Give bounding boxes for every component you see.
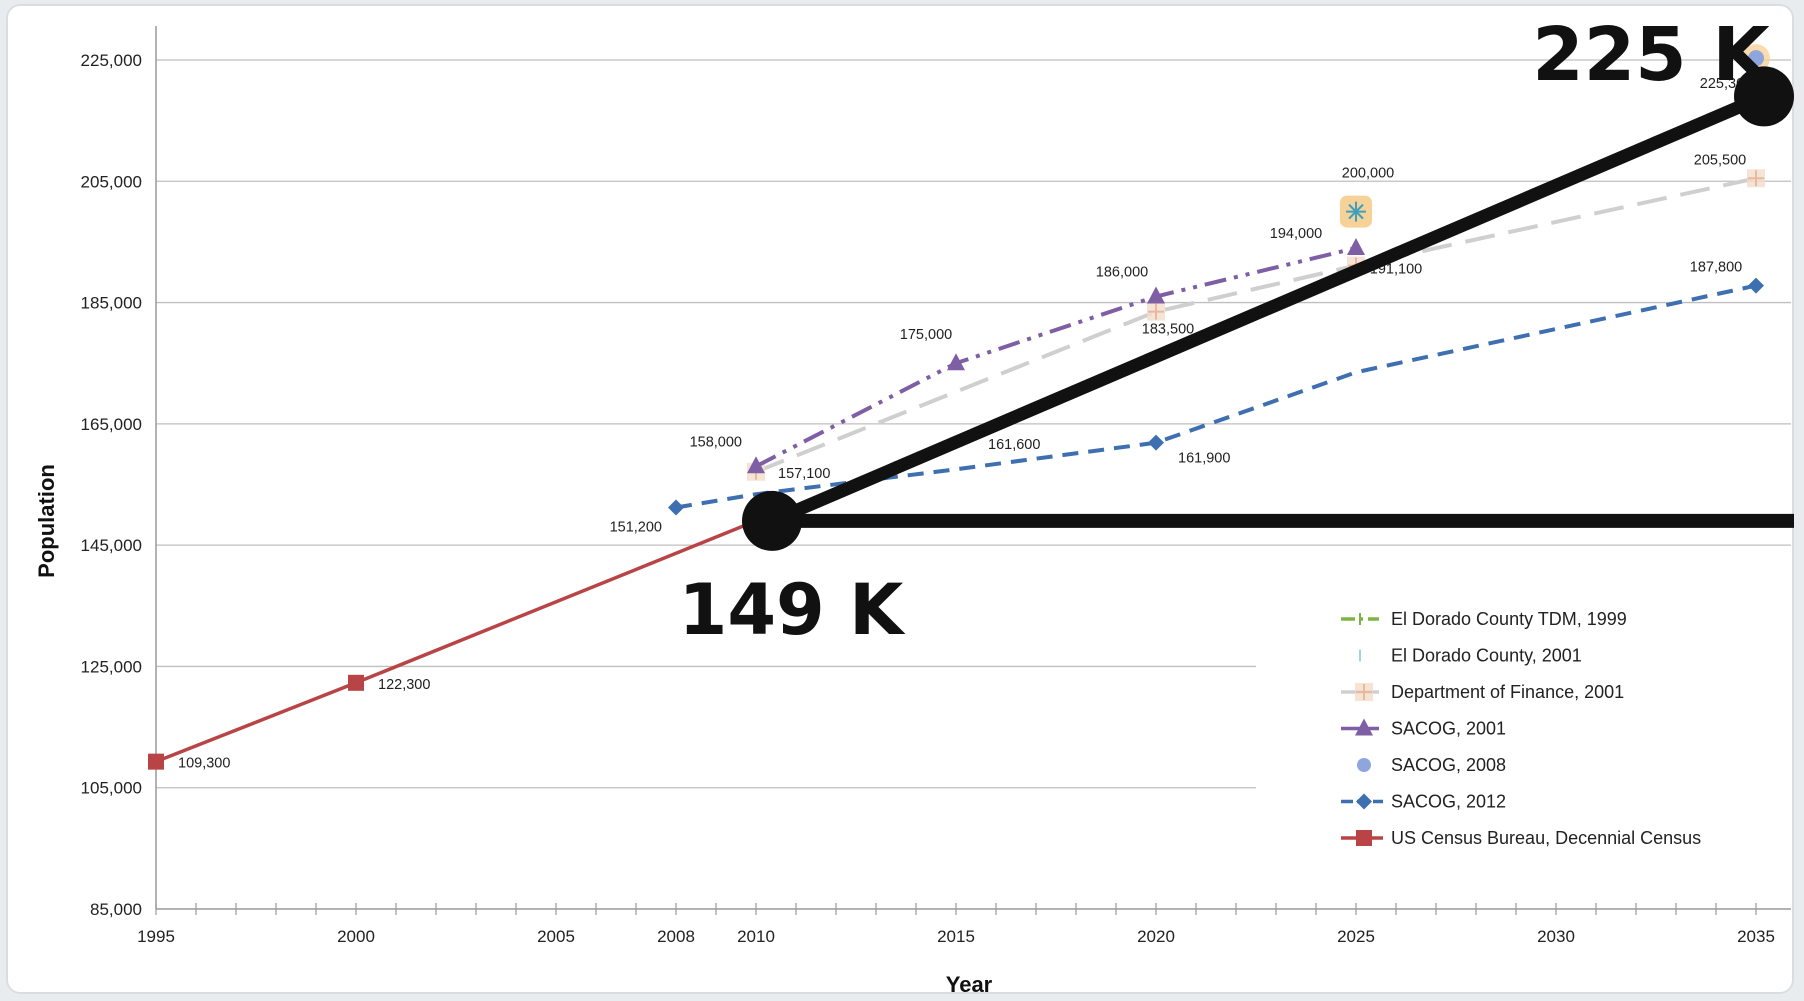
diamond-marker xyxy=(668,499,684,516)
diamond-marker xyxy=(1748,277,1764,294)
x-tick-label: 2015 xyxy=(937,927,975,946)
data-label: 175,000 xyxy=(900,327,952,343)
x-tick-labels: 1995 2000 2005 2008 2010 2015 2020 2025 2030 2035 xyxy=(137,927,1775,946)
series-line-us-census xyxy=(155,519,757,764)
axes xyxy=(155,26,1791,915)
triangle-marker xyxy=(947,353,965,371)
data-label: 157,100 xyxy=(778,466,830,482)
series-layer xyxy=(148,44,1770,770)
asterisk-marker xyxy=(1348,203,1364,220)
diamond-marker xyxy=(1356,793,1372,810)
triangle-marker xyxy=(747,456,765,474)
data-label: 200,000 xyxy=(1342,166,1394,182)
callouts: 149 K 225 K xyxy=(679,12,1794,651)
y-tick-label: 225,000 xyxy=(81,51,142,70)
square-marker xyxy=(348,674,364,691)
x-tick-label: 2030 xyxy=(1537,927,1575,946)
triangle-marker xyxy=(1347,237,1365,255)
triangle-marker xyxy=(1147,286,1165,304)
callout-growth-line xyxy=(769,90,1767,527)
y-tick-label: 165,000 xyxy=(81,415,142,434)
series-line-sacog-2001 xyxy=(755,246,1357,469)
x-tick-label: 2025 xyxy=(1337,927,1375,946)
data-label: 187,800 xyxy=(1690,260,1742,276)
data-label: 158,000 xyxy=(690,434,742,450)
data-label: 183,500 xyxy=(1142,322,1194,338)
population-chart: 85,000 105,000 125,000 145,000 165,000 185,00… xyxy=(34,12,1794,994)
y-tick-label: 85,000 xyxy=(90,900,142,919)
y-axis-title: Population xyxy=(34,464,59,578)
x-tick-label: 2000 xyxy=(337,927,375,946)
legend-label: Department of Finance, 2001 xyxy=(1391,682,1624,702)
data-label: 122,300 xyxy=(378,677,430,693)
chart-frame: 85,000 105,000 125,000 145,000 165,000 185,00… xyxy=(6,4,1794,994)
square-marker xyxy=(148,753,164,770)
data-label: 161,900 xyxy=(1178,451,1230,467)
data-label: 151,200 xyxy=(610,520,662,536)
legend-swatch-circle xyxy=(1357,758,1371,772)
data-label: 205,500 xyxy=(1694,152,1746,168)
x-tick-label: 2010 xyxy=(737,927,775,946)
legend-label: US Census Bureau, Decennial Census xyxy=(1391,828,1701,848)
data-label: 186,000 xyxy=(1096,265,1148,281)
legend-label: SACOG, 2012 xyxy=(1391,792,1506,812)
y-tick-label: 125,000 xyxy=(81,657,142,676)
triangle-marker xyxy=(1355,718,1373,736)
x-tick-label: 2020 xyxy=(1137,927,1175,946)
y-tick-labels: 85,000 105,000 125,000 145,000 165,000 185,00… xyxy=(81,51,142,919)
square-marker xyxy=(1356,830,1372,846)
callout-knob-high xyxy=(1734,66,1794,127)
legend-label: SACOG, 2001 xyxy=(1391,719,1506,739)
callout-label-high: 225 K xyxy=(1532,12,1772,98)
y-tick-label: 105,000 xyxy=(81,779,142,798)
data-label: 109,300 xyxy=(178,756,230,772)
legend-label: El Dorado County, 2001 xyxy=(1391,646,1582,666)
legend-label: El Dorado County TDM, 1999 xyxy=(1391,609,1627,629)
series-line-sacog-2012 xyxy=(675,283,1757,510)
y-tick-label: 185,000 xyxy=(81,294,142,313)
x-tick-label: 2005 xyxy=(537,927,575,946)
legend: El Dorado County TDM, 1999 El Dorado Coun… xyxy=(1341,609,1701,848)
grid-lines xyxy=(156,59,1791,789)
legend-label: SACOG, 2008 xyxy=(1391,755,1506,775)
x-tick-label: 1995 xyxy=(137,927,175,946)
series-line-department-of-finance xyxy=(755,176,1757,474)
x-axis-title: Year xyxy=(946,972,993,994)
y-tick-label: 205,000 xyxy=(81,172,142,191)
data-label: 194,000 xyxy=(1270,226,1322,242)
diamond-marker xyxy=(1148,434,1164,451)
y-tick-label: 145,000 xyxy=(81,536,142,555)
data-label: 161,600 xyxy=(988,437,1040,453)
x-tick-label: 2035 xyxy=(1737,927,1775,946)
circle-marker xyxy=(1748,50,1764,67)
callout-label-low: 149 K xyxy=(679,569,906,651)
callout-knob-low xyxy=(742,490,802,551)
x-tick-label: 2008 xyxy=(657,927,695,946)
